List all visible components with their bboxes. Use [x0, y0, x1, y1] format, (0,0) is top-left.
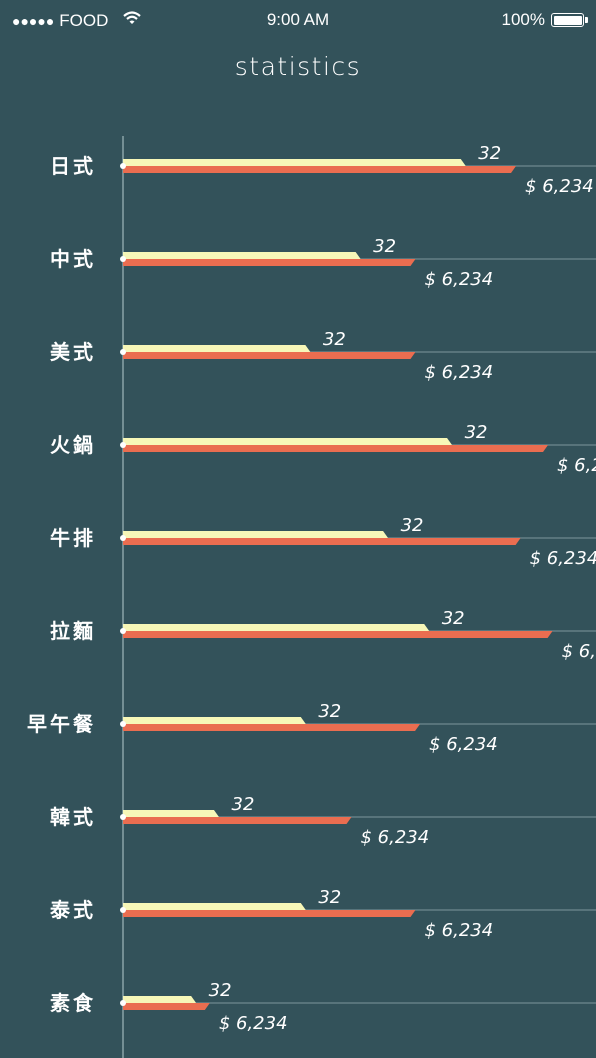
page-title: statistics — [234, 52, 362, 81]
count-bar — [123, 996, 197, 1003]
count-value-label: 32 — [373, 236, 396, 257]
amount-bar — [123, 910, 416, 917]
amount-value-label: $ 6,234 — [525, 176, 594, 197]
count-bar — [123, 438, 453, 445]
category-label: 素食 — [50, 991, 96, 1015]
carrier-label: FOOD — [59, 10, 109, 30]
origin-dot — [120, 628, 126, 634]
amount-value-label: $ 6,234 — [424, 920, 493, 941]
category-label: 日式 — [50, 154, 96, 178]
amount-value-label: $ 6,234 — [557, 455, 596, 476]
count-value-label: 32 — [465, 422, 488, 443]
amount-bar — [123, 538, 521, 545]
count-value-label: 32 — [323, 329, 346, 350]
amount-bar — [123, 817, 352, 824]
status-time: 9:00 AM — [266, 10, 330, 29]
amount-value-label: $ 6,234 — [429, 734, 498, 755]
category-label: 中式 — [50, 247, 96, 271]
origin-dot — [120, 814, 126, 820]
count-value-label: 32 — [232, 794, 255, 815]
count-value-label: 32 — [401, 515, 424, 536]
category-label: 早午餐 — [27, 712, 96, 736]
count-value-label: 32 — [209, 980, 232, 1001]
battery-percent: 100% — [501, 10, 545, 29]
status-left: ●●●●● FOOD — [12, 10, 142, 31]
count-value-label: 32 — [318, 701, 341, 722]
amount-bar — [123, 259, 416, 266]
amount-value-label: $ 6,234 — [219, 1013, 288, 1034]
category-label: 韓式 — [50, 805, 96, 829]
category-label: 火鍋 — [50, 433, 96, 457]
amount-bar — [123, 631, 553, 638]
amount-bar — [123, 445, 549, 452]
origin-dot — [120, 1000, 126, 1006]
signal-icon: ●●●●● — [12, 12, 55, 29]
origin-dot — [120, 442, 126, 448]
origin-dot — [120, 163, 126, 169]
status-right: 100% — [501, 10, 588, 30]
amount-value-label: $ 6,234 — [530, 548, 596, 569]
amount-bar — [123, 352, 416, 359]
count-bar — [123, 810, 219, 817]
amount-value-label: $ 6,234 — [424, 362, 493, 383]
count-value-label: 32 — [318, 887, 341, 908]
battery-icon — [551, 13, 588, 27]
count-value-label: 32 — [478, 143, 501, 164]
count-bar — [123, 717, 306, 724]
count-bar — [123, 531, 389, 538]
amount-value-label: $ 6,234 — [424, 269, 493, 290]
origin-dot — [120, 721, 126, 727]
amount-value-label: $ 6,234 — [562, 641, 596, 662]
count-bar — [123, 903, 306, 910]
category-label: 美式 — [50, 340, 96, 364]
amount-value-label: $ 6,234 — [361, 827, 430, 848]
category-label: 牛排 — [50, 526, 96, 550]
count-bar — [123, 159, 466, 166]
category-label: 拉麵 — [50, 619, 96, 643]
count-value-label: 32 — [442, 608, 465, 629]
origin-dot — [120, 907, 126, 913]
status-bar: ●●●●● FOOD 9:00 AM 100% — [0, 0, 596, 40]
origin-dot — [120, 256, 126, 262]
category-label: 泰式 — [49, 898, 96, 922]
count-bar — [123, 252, 361, 259]
amount-bar — [123, 1003, 210, 1010]
wifi-icon — [122, 10, 142, 31]
count-bar — [123, 624, 430, 631]
origin-dot — [120, 535, 126, 541]
amount-bar — [123, 724, 421, 731]
origin-dot — [120, 349, 126, 355]
amount-bar — [123, 166, 517, 173]
count-bar — [123, 345, 311, 352]
